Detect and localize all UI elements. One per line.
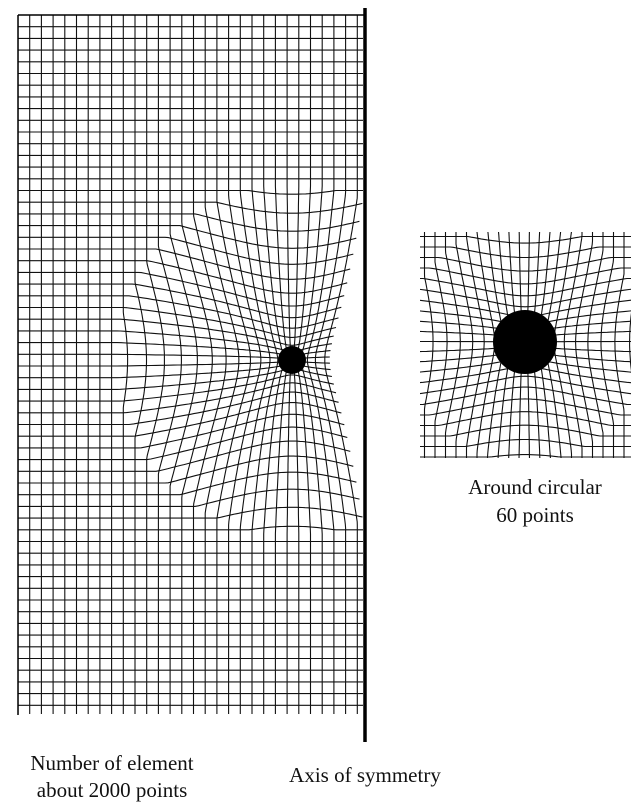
mesh-line [615,226,624,466]
hole [278,346,306,374]
mesh-line [435,226,447,466]
mesh-line [414,412,631,426]
mesh-line [18,261,347,294]
caption: Around circular [468,475,602,499]
mesh-line [18,202,362,213]
hole [493,310,557,374]
mesh-line [414,226,631,228]
main-mesh [18,15,363,714]
caption: Number of element [30,751,193,775]
mesh-line [414,455,631,457]
axis-label: Axis of symmetry [289,763,441,787]
caption: about 2000 points [37,778,188,802]
mesh-line [18,526,363,530]
inset-mesh [414,226,631,466]
mesh-line [18,191,363,195]
mesh-line [18,392,339,424]
mesh-line [18,284,341,318]
mesh-line [414,440,631,447]
mesh-line [18,319,334,345]
mesh-line [414,226,418,466]
mesh-line [18,375,334,401]
caption: 60 points [496,503,574,527]
mesh-line [18,427,347,460]
figure: Number of element about 2000 points Axis… [0,0,631,807]
mesh-line [425,226,434,466]
mesh-line [18,403,341,437]
mesh-line [18,507,363,518]
mesh-line [18,296,339,328]
mesh-line [414,237,631,244]
